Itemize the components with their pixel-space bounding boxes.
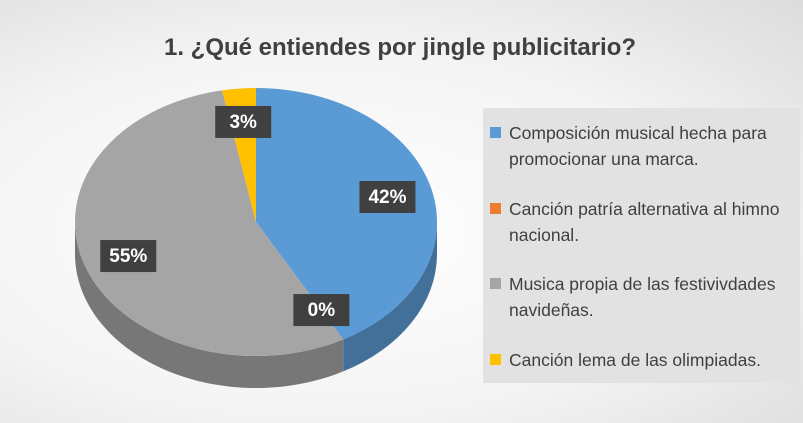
legend-item: Musica propia de las festivivdades navid… xyxy=(490,271,794,323)
legend-swatch xyxy=(490,127,501,138)
label-box xyxy=(359,181,416,214)
slice xyxy=(256,88,438,340)
slice-side xyxy=(343,222,437,372)
value-label: 55% xyxy=(100,240,157,273)
legend-label: Composición musical hecha para promocion… xyxy=(509,123,767,169)
legend-label: Canción lema de las olimpiadas. xyxy=(509,349,761,370)
legend: Composición musical hecha para promocion… xyxy=(483,108,800,383)
value-label: 42% xyxy=(359,181,416,214)
legend-swatch xyxy=(490,202,501,214)
legend-item: Composición musical hecha para promocion… xyxy=(490,120,794,172)
legend-item: Canción patría alternativa al himno naci… xyxy=(490,196,794,248)
value-label-text: 3% xyxy=(229,112,257,133)
label-box xyxy=(293,294,350,327)
legend-swatch xyxy=(490,278,501,290)
legend-item: Canción lema de las olimpiadas. xyxy=(490,347,794,373)
legend-swatch xyxy=(490,353,501,365)
value-label: 3% xyxy=(215,105,272,138)
value-label-text: 42% xyxy=(368,187,406,208)
label-box xyxy=(215,105,272,138)
value-label: 0% xyxy=(293,294,350,327)
slice-side xyxy=(75,222,344,389)
legend-label: Canción patría alternativa al himno naci… xyxy=(509,198,780,245)
legend-label: Musica propia de las festivivdades navid… xyxy=(509,274,776,321)
value-label-text: 0% xyxy=(308,300,336,321)
slice xyxy=(74,90,344,357)
value-label-text: 55% xyxy=(109,246,147,267)
chart-title: 1. ¿Qué entiendes por jingle publicitari… xyxy=(164,34,636,61)
label-box xyxy=(100,240,157,273)
